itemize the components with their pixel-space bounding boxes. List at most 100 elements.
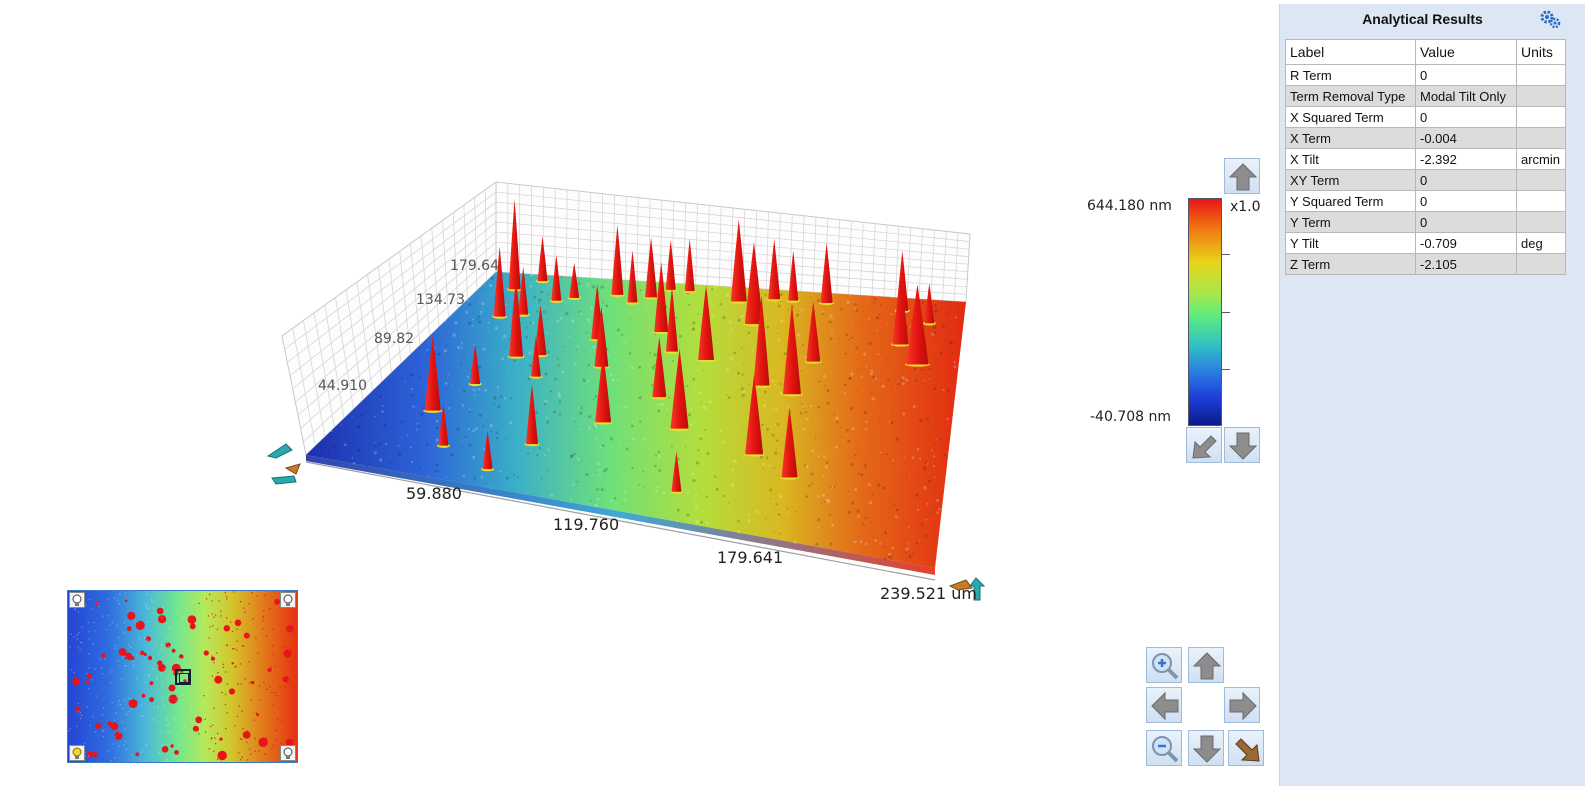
surface-speckle <box>473 393 476 396</box>
light-toggle-top-right[interactable] <box>280 592 296 608</box>
zoom-out-button[interactable] <box>1146 730 1182 766</box>
axis-rotate-handles[interactable] <box>266 443 986 601</box>
thumbnail-speckle <box>238 705 240 707</box>
surface-speckle <box>556 319 560 323</box>
surface-speckle <box>537 301 540 304</box>
surface-speckle <box>497 405 501 409</box>
surface-speckle <box>623 340 626 344</box>
thumbnail-speckle <box>116 624 118 626</box>
surface-speckle <box>638 363 641 366</box>
thumbnail-speckle <box>71 669 73 671</box>
surface-speckle <box>435 426 439 430</box>
surface-speckle <box>418 467 422 470</box>
surface-speckle <box>737 371 740 375</box>
surface-speckle <box>883 545 886 548</box>
pan-down-button[interactable] <box>1188 730 1224 766</box>
table-row[interactable]: Y Tilt -0.709 deg <box>1285 232 1566 254</box>
table-row[interactable]: Y Term 0 <box>1285 211 1566 233</box>
surface-speckle <box>389 461 392 464</box>
surface-plot-3d[interactable] <box>0 0 1080 620</box>
surface-speckle <box>822 493 826 497</box>
table-row[interactable]: Term Removal Type Modal Tilt Only <box>1285 85 1566 107</box>
thumbnail-speckle <box>151 668 153 670</box>
thumbnail-spot <box>165 642 171 648</box>
surface-speckle <box>870 414 872 416</box>
colorbar-scale-up-button[interactable] <box>1224 158 1260 194</box>
thumbnail-speckle <box>275 695 277 697</box>
table-row[interactable]: X Squared Term 0 <box>1285 106 1566 128</box>
grid-line <box>289 211 497 376</box>
surface-speckle <box>688 303 691 306</box>
surface-speckle <box>677 457 681 461</box>
thumbnail-speckle <box>210 738 213 740</box>
thumbnail-speckle <box>153 602 155 604</box>
thumbnail-speckle <box>209 725 212 728</box>
surface-speckle <box>805 465 808 468</box>
zoom-in-button[interactable] <box>1146 647 1182 683</box>
surface-speckle <box>896 381 899 383</box>
thumbnail-speckle <box>121 721 123 723</box>
surface-speckle <box>530 273 533 277</box>
column-header-label[interactable]: Label <box>1285 39 1416 65</box>
thumbnail-speckle <box>206 598 208 600</box>
surface-speckle <box>538 298 542 302</box>
surface-speckle <box>818 380 821 383</box>
thumbnail-speckle <box>175 607 178 609</box>
table-row[interactable]: X Term -0.004 <box>1285 127 1566 149</box>
rotate-handle-left[interactable] <box>266 443 301 485</box>
thumbnail-spot <box>141 693 146 698</box>
pan-right-button[interactable] <box>1224 687 1260 723</box>
surface-speckle <box>383 423 387 427</box>
surface-speckle <box>595 471 597 474</box>
column-header-value[interactable]: Value <box>1415 39 1517 65</box>
pan-left-button[interactable] <box>1146 687 1182 723</box>
surface-speckle <box>776 525 778 527</box>
light-toggle-top-left[interactable] <box>69 592 85 608</box>
grid-line <box>303 320 326 437</box>
thumbnail-speckle <box>130 708 133 710</box>
colorbar-scale-down-button[interactable] <box>1224 427 1260 463</box>
viewport-indicator[interactable] <box>175 669 191 685</box>
surface-speckle <box>579 406 583 410</box>
surface-speckle <box>609 437 614 441</box>
settings-button[interactable] <box>1538 8 1562 30</box>
light-toggle-bottom-left[interactable] <box>69 745 85 761</box>
surface-speckle <box>870 392 872 395</box>
row-units <box>1516 106 1566 128</box>
surface-speckle <box>479 301 481 304</box>
surface-speckle <box>623 490 626 493</box>
surface-speckle <box>884 531 888 535</box>
overview-thumbnail[interactable] <box>67 590 298 763</box>
surface-peak <box>730 219 747 302</box>
thumbnail-spot <box>158 615 167 624</box>
colorbar-reset-button[interactable] <box>1186 427 1222 463</box>
table-row[interactable]: X Tilt -2.392 arcmin <box>1285 148 1566 170</box>
light-toggle-bottom-right[interactable] <box>280 745 296 761</box>
thumbnail-speckle <box>188 641 190 643</box>
surface-speckle <box>851 325 853 328</box>
table-row[interactable]: XY Term 0 <box>1285 169 1566 191</box>
thumbnail-speckle <box>102 714 104 716</box>
rotate-handle-right[interactable] <box>948 577 986 601</box>
arrow-down-icon <box>1192 735 1222 763</box>
surface-speckle <box>601 444 605 447</box>
surface-speckle <box>629 482 632 485</box>
surface-speckle <box>587 286 590 288</box>
panel-header: Analytical Results <box>1280 4 1585 34</box>
column-header-units[interactable]: Units <box>1516 39 1566 65</box>
table-row[interactable]: Y Squared Term 0 <box>1285 190 1566 212</box>
surface-speckle <box>920 523 924 526</box>
grid-line <box>495 201 970 250</box>
surface-speckle <box>794 510 797 513</box>
table-row[interactable]: R Term 0 <box>1285 64 1566 86</box>
table-row[interactable]: Z Term -2.105 <box>1285 253 1566 275</box>
surface-speckle <box>609 373 613 377</box>
grid-line <box>942 231 947 301</box>
pan-up-button[interactable] <box>1188 647 1224 683</box>
surface-speckle <box>481 302 485 306</box>
reset-view-button[interactable] <box>1228 730 1264 766</box>
surface-speckle <box>775 422 780 426</box>
row-units <box>1516 127 1566 149</box>
surface-speckle <box>603 469 607 473</box>
thumbnail-speckle <box>69 646 71 648</box>
